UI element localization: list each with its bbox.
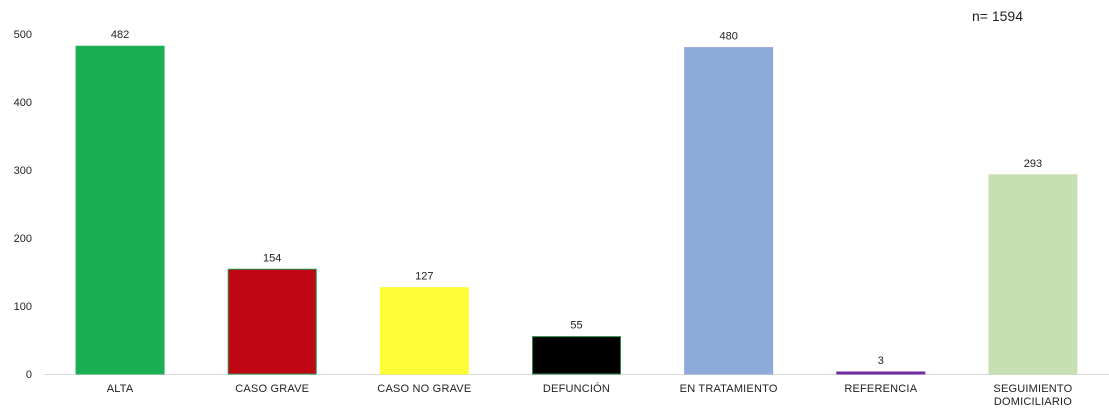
x-tick-label: CASO NO GRAVE [377, 383, 471, 395]
sample-size-annotation: n= 1594 [972, 8, 1023, 24]
bar-value-label: 127 [415, 271, 433, 283]
x-tick-label: CASO GRAVE [235, 383, 309, 395]
bar [227, 268, 317, 375]
bar-value-label: 154 [263, 252, 281, 264]
bar [684, 47, 774, 375]
bar-value-label: 3 [878, 355, 884, 367]
bar [532, 336, 621, 375]
bar [836, 371, 926, 375]
x-tick-label: REFERENCIA [844, 383, 917, 395]
y-tick-label: 500 [14, 29, 32, 41]
y-tick-label: 200 [14, 233, 32, 245]
bar [379, 287, 469, 375]
y-tick-label: 400 [14, 97, 32, 109]
bar [988, 174, 1078, 375]
x-tick-label: DEFUNCIÓN [543, 382, 610, 395]
bar-value-label: 55 [570, 320, 582, 332]
bar-value-label: 482 [111, 29, 129, 41]
axis-group: 0 100 200 300 400 500 [14, 29, 1109, 381]
bar-value-label: 480 [719, 31, 737, 43]
bar [75, 45, 165, 375]
x-tick-label: SEGUIMIENTO DOMICILIARIO [993, 383, 1072, 408]
x-tick-label: ALTA [107, 383, 134, 395]
y-tick-label: 300 [14, 165, 32, 177]
bar-value-label: 293 [1024, 158, 1042, 170]
labels-group: 482 ALTA 154 CASO GRAVE 127 CASO NO GRAVE 55 DE… [107, 29, 1073, 408]
y-tick-label: 0 [26, 369, 32, 381]
x-tick-label: EN TRATAMIENTO [680, 383, 778, 395]
y-tick-label: 100 [14, 301, 32, 313]
bars-group [75, 45, 1078, 375]
